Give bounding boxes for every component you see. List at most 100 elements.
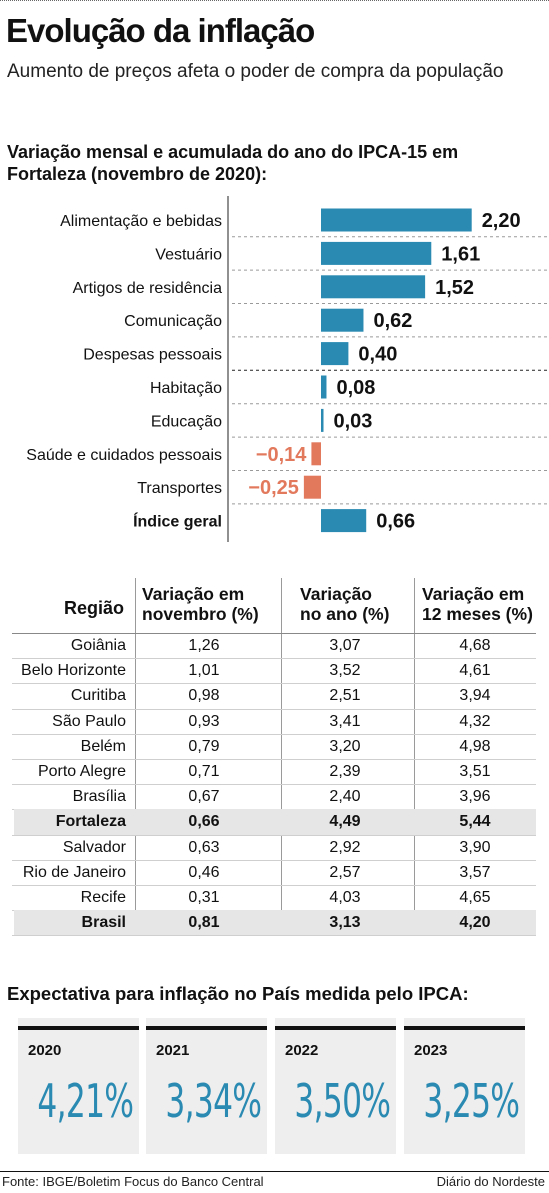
region-cell: Brasil: [81, 914, 126, 932]
category-label: Comunicação: [124, 313, 222, 330]
card-top-rule: [18, 1026, 139, 1030]
column-header-line: Variação em: [422, 584, 525, 604]
page-subtitle: Aumento de preços afeta o poder de compr…: [7, 61, 504, 82]
value-label: 0,62: [373, 310, 412, 332]
value-label: 0,40: [358, 344, 397, 366]
column-header-line: no ano (%): [300, 604, 390, 624]
bar: [321, 275, 426, 299]
value-cell: 4,68: [459, 637, 491, 654]
value-label: −0,25: [248, 477, 299, 499]
expectation-value: 3,34%: [165, 1074, 262, 1128]
region-cell: Salvador: [62, 838, 126, 856]
value-cell: 0,66: [188, 813, 220, 831]
expectation-year: 2023: [414, 1042, 448, 1059]
column-header-line: novembro (%): [142, 604, 259, 624]
value-cell: 3,41: [329, 712, 361, 730]
highlight-row-bg: [14, 910, 536, 936]
card-top-rule: [275, 1026, 396, 1030]
card-top-rule: [404, 1026, 525, 1030]
value-label: 0,03: [334, 410, 373, 432]
row-separator: [12, 708, 536, 710]
region-cell: Brasília: [72, 788, 126, 806]
value-cell: 3,51: [459, 763, 491, 780]
region-cell: Recife: [80, 889, 126, 906]
region-cell: Belém: [80, 737, 126, 755]
category-label: Saúde e cuidados pessoais: [26, 447, 222, 464]
value-label: −0,14: [256, 444, 307, 466]
expectation-card: 2020 4,21%: [18, 1018, 139, 1154]
value-label: 2,20: [482, 210, 521, 232]
chart-title: Variação mensal e acumulada do ano do IP…: [7, 142, 459, 184]
value-cell: 2,92: [329, 838, 361, 856]
expectation-card: 2023 3,25%: [404, 1018, 525, 1154]
value-label: 0,08: [336, 377, 375, 399]
value-cell: 2,40: [329, 788, 361, 806]
page-title: Evolução da inflação: [6, 12, 315, 49]
row-separator: [12, 885, 536, 886]
value-cell: 3,20: [329, 737, 361, 755]
card-top-rule: [146, 1026, 267, 1030]
expectation-value: 4,21%: [37, 1074, 134, 1128]
source-note: Fonte: IBGE/Boletim Focus do Banco Centr…: [2, 1174, 264, 1189]
bar: [311, 442, 321, 466]
value-cell: 0,79: [188, 737, 220, 755]
column-header-line: 12 meses (%): [422, 604, 533, 624]
highlight-row-bg: [14, 809, 536, 835]
row-separator: [12, 658, 536, 660]
value-cell: 3,52: [329, 662, 361, 680]
column-divider: [281, 578, 282, 936]
value-cell: 0,31: [188, 889, 220, 906]
value-label: 1,52: [435, 277, 474, 299]
header-rule: [12, 633, 536, 634]
value-cell: 1,26: [188, 637, 220, 654]
value-cell: 3,94: [459, 687, 491, 705]
column-header: Variação no ano (%): [300, 584, 389, 624]
ipca15-bar-chart: Alimentação e bebidas 2,20 Vestuário 1,61 Ar…: [26, 196, 549, 542]
value-cell: 0,98: [188, 687, 220, 705]
value-cell: 0,93: [188, 712, 220, 730]
footer-rule: [0, 1171, 549, 1172]
value-cell: 4,32: [459, 712, 491, 730]
expectations-title: Expectativa para inflação no País medida…: [7, 983, 469, 1004]
value-cell: 0,63: [188, 838, 220, 856]
value-cell: 4,20: [459, 914, 491, 932]
bar: [321, 509, 367, 533]
row-separator: [12, 784, 536, 786]
value-cell: 4,03: [329, 889, 361, 906]
bar: [321, 208, 472, 232]
region-cell: Belo Horizonte: [21, 662, 126, 680]
expectation-value: 3,25%: [423, 1074, 520, 1128]
row-separator: [12, 834, 536, 836]
value-cell: 0,81: [188, 914, 220, 932]
value-cell: 0,67: [188, 788, 220, 806]
expectation-value: 3,50%: [294, 1074, 391, 1128]
category-label: Alimentação e bebidas: [60, 213, 222, 230]
value-cell: 2,57: [329, 863, 361, 881]
category-label: Despesas pessoais: [83, 347, 222, 364]
value-cell: 5,44: [459, 813, 491, 831]
value-cell: 4,65: [459, 889, 491, 906]
bar: [303, 475, 321, 499]
category-label: Habitação: [150, 380, 222, 397]
category-label: Artigos de residência: [73, 280, 223, 297]
column-divider: [135, 578, 136, 936]
category-label: Índice geral: [133, 512, 222, 531]
value-cell: 2,51: [329, 687, 361, 705]
expectation-card: 2021 3,34%: [146, 1018, 267, 1154]
value-cell: 3,96: [459, 788, 491, 806]
row-separator: [12, 759, 536, 760]
column-header: Variação em 12 meses (%): [422, 584, 533, 624]
bar: [321, 408, 324, 432]
category-label: Vestuário: [155, 246, 222, 263]
column-header-line: Variação em: [142, 584, 245, 604]
bar: [321, 241, 432, 265]
value-cell: 0,71: [188, 763, 220, 780]
row-separator: [12, 733, 536, 735]
region-table: Região Variação em novembro (%) Variação no …: [0, 578, 549, 940]
bar: [321, 375, 327, 399]
region-cell: Goiânia: [70, 637, 126, 654]
value-cell: 2,39: [329, 763, 361, 780]
expectation-year: 2021: [156, 1042, 190, 1059]
column-header-region: Região: [64, 598, 125, 618]
value-label: 0,66: [376, 511, 415, 533]
